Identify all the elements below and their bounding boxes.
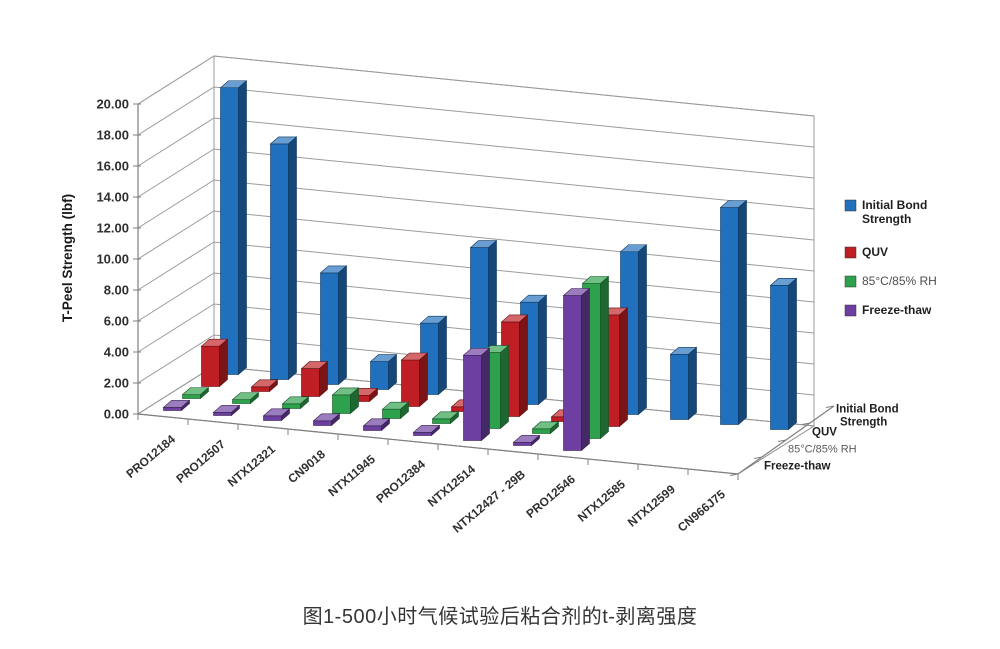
- bar: [481, 344, 510, 430]
- depth-tick: [801, 422, 811, 425]
- y-tick-label: 20.00: [96, 97, 129, 112]
- series-freeze-thaw: [162, 287, 591, 452]
- legend-label: Strength: [862, 212, 911, 226]
- gridline: [137, 210, 815, 272]
- bar: [331, 387, 360, 415]
- legend-swatch: [844, 199, 857, 212]
- legend-label: Initial Bond: [862, 198, 927, 212]
- bar: [181, 386, 210, 400]
- bar: [362, 418, 391, 432]
- category-label: NTX12585: [575, 477, 628, 525]
- depth-tick: [825, 405, 835, 408]
- legend-label: Freeze-thaw: [862, 303, 932, 317]
- y-tick-label: 10.00: [96, 252, 129, 267]
- bar: [250, 379, 279, 393]
- bar: [162, 399, 191, 412]
- bar: [281, 396, 310, 410]
- depth-axis-label: 85°C/85% RH: [788, 444, 857, 456]
- y-tick-label: 0.00: [104, 407, 129, 422]
- gridline: [137, 117, 815, 179]
- bar: [669, 346, 698, 421]
- category-label: PRO12546: [523, 472, 578, 521]
- gridline: [137, 241, 815, 303]
- gridline: [137, 179, 815, 241]
- bar: [212, 404, 241, 417]
- gridline: [137, 86, 815, 148]
- bar: [381, 401, 410, 420]
- depth-axis-label: Initial Bond: [836, 404, 899, 416]
- y-tick-label: 12.00: [96, 221, 129, 236]
- category-label: CN9018: [285, 447, 328, 486]
- category-label: PRO12507: [173, 437, 228, 486]
- gridline: [137, 148, 815, 210]
- series-85-c-85-rh: [181, 275, 610, 440]
- bar: [300, 360, 329, 398]
- y-tick-label: 6.00: [104, 314, 129, 329]
- bar: [269, 136, 298, 381]
- bar: [319, 265, 348, 386]
- y-tick-label: 18.00: [96, 128, 129, 143]
- bar: [369, 353, 398, 391]
- bar: [219, 80, 248, 376]
- bar: [312, 413, 341, 427]
- depth-axis-label: Freeze-thaw: [764, 461, 831, 473]
- category-label: NTX12599: [625, 482, 678, 530]
- category-label: PRO12384: [373, 457, 428, 506]
- legend-label: QUV: [862, 245, 888, 259]
- category-label: NTX12321: [225, 442, 278, 490]
- y-tick-label: 8.00: [104, 283, 129, 298]
- gridline: [137, 55, 815, 117]
- y-tick-label: 14.00: [96, 190, 129, 205]
- category-label: NTX11945: [325, 452, 378, 499]
- figure-caption: 图1-500小时气候试验后粘合剂的t-剥离强度: [302, 606, 698, 628]
- y-tick-label: 2.00: [104, 376, 129, 391]
- bar: [400, 352, 429, 408]
- legend-swatch: [844, 246, 857, 259]
- legend-swatch: [844, 304, 857, 317]
- category-label: PRO12184: [123, 432, 178, 481]
- legend-swatch: [844, 275, 857, 288]
- t-peel-strength-3d-bar-chart: 0.00 2.00 4.00 6.00 8.00 10.00 12.00 14.00 16.00…: [60, 55, 937, 536]
- depth-axis-label: Strength: [840, 417, 887, 429]
- bars: [162, 80, 798, 452]
- category-label: CN966J75: [675, 487, 728, 535]
- y-tick-label: 4.00: [104, 345, 129, 360]
- legend-label: 85°C/85% RH: [862, 274, 937, 288]
- bar: [412, 424, 441, 437]
- bar: [512, 434, 541, 447]
- bar: [262, 408, 291, 422]
- depth-tick: [777, 439, 787, 442]
- bar: [200, 338, 229, 388]
- bar: [719, 199, 748, 426]
- bar: [231, 391, 260, 405]
- y-axis: 0.00 2.00 4.00 6.00 8.00 10.00 12.00 14.00 16.00…: [60, 97, 141, 422]
- depth-axis-label: QUV: [812, 427, 837, 439]
- y-tick-label: 16.00: [96, 159, 129, 174]
- bar: [769, 277, 798, 431]
- y-axis-title: T-Peel Strength (lbf): [60, 194, 75, 322]
- category-label: NTX12514: [425, 462, 478, 510]
- bar: [431, 411, 460, 425]
- bar: [462, 347, 491, 442]
- depth-tick: [753, 456, 763, 459]
- depth-tick: [729, 473, 739, 476]
- bar: [562, 287, 591, 452]
- bar: [531, 421, 560, 435]
